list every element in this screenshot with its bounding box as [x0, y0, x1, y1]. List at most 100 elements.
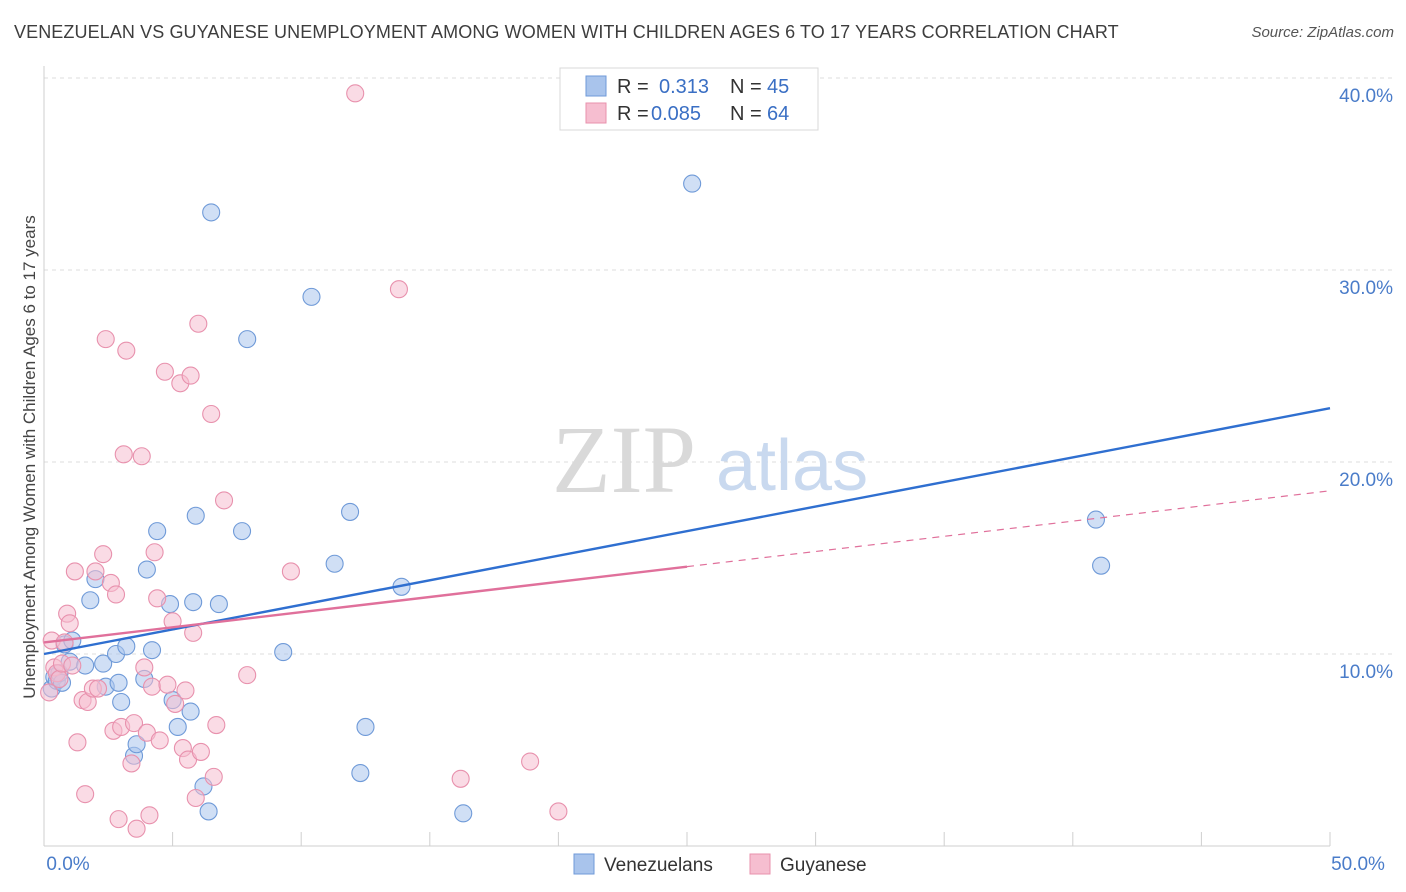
point-guyanese-36	[148, 589, 167, 608]
point-guyanese-54	[214, 491, 234, 510]
watermark-zip: ZIP	[552, 406, 696, 513]
point-venezuelans-38	[341, 502, 360, 521]
stats-legend-r-value-guyanese: 0.085	[651, 103, 701, 125]
point-guyanese-41	[166, 694, 185, 713]
point-guyanese-23	[109, 810, 128, 829]
y-tick-label-2: 30.0%	[1339, 278, 1393, 299]
gridlines	[44, 77, 1392, 655]
stats-legend-n-value-venezuelans: 45	[767, 76, 789, 98]
point-guyanese-35	[145, 543, 164, 562]
point-guyanese-31	[135, 658, 154, 677]
point-guyanese-33	[140, 806, 159, 825]
trend-line-venezuelans	[43, 407, 1331, 656]
stats-legend-n-label-guyanese: N =	[730, 103, 762, 125]
point-venezuelans-26	[181, 702, 200, 721]
point-guyanese-57	[346, 84, 365, 103]
point-guyanese-51	[202, 404, 221, 424]
point-guyanese-13	[76, 785, 95, 804]
point-guyanese-48	[186, 788, 205, 808]
point-venezuelans-40	[356, 717, 375, 737]
point-guyanese-34	[142, 677, 162, 696]
point-guyanese-18	[94, 545, 113, 564]
watermark-atlas: atlas	[716, 426, 868, 506]
y-axis-label: Unemployment Among Women with Children A…	[20, 215, 39, 699]
point-guyanese-49	[189, 314, 208, 333]
chart-title: VENEZUELAN VS GUYANESE UNEMPLOYMENT AMON…	[14, 22, 1119, 42]
point-venezuelans-27	[184, 593, 203, 612]
point-guyanese-26	[117, 341, 136, 360]
point-guyanese-52	[204, 767, 223, 786]
stats-legend-n-value-guyanese: 64	[767, 103, 789, 125]
y-tick-labels: 10.0% 20.0% 30.0% 40.0%	[1339, 86, 1393, 683]
point-guyanese-9	[63, 656, 82, 675]
stats-legend-swatch-venezuelans	[585, 75, 607, 97]
legend-swatch-venezuelans	[573, 853, 595, 875]
point-venezuelans-20	[137, 560, 156, 579]
point-venezuelans-22	[148, 522, 167, 541]
stats-legend-swatch-guyanese	[585, 102, 607, 124]
point-venezuelans-42	[454, 804, 473, 823]
point-venezuelans-11	[94, 654, 113, 673]
point-guyanese-10	[65, 562, 84, 581]
stats-legend: R = 0.313 N = 45 R = 0.085 N = 64	[559, 67, 819, 131]
point-guyanese-37	[150, 731, 169, 750]
point-venezuelans-45	[1092, 556, 1111, 575]
point-guyanese-25	[114, 445, 133, 464]
point-guyanese-58	[389, 280, 408, 299]
point-venezuelans-14	[109, 673, 128, 692]
watermark: ZIP atlas	[552, 406, 868, 513]
point-guyanese-28	[124, 714, 144, 733]
point-guyanese-0	[40, 683, 59, 702]
point-venezuelans-31	[202, 203, 221, 222]
point-guyanese-16	[86, 562, 105, 581]
point-guyanese-53	[207, 715, 226, 735]
source-credit: Source: ZipAtlas.com	[1251, 24, 1394, 41]
point-venezuelans-34	[238, 330, 257, 349]
point-venezuelans-28	[186, 506, 205, 525]
point-guyanese-22	[106, 585, 126, 604]
point-venezuelans-33	[232, 522, 252, 541]
y-tick-label-0: 10.0%	[1339, 662, 1393, 683]
stats-legend-r-value-venezuelans: 0.313	[659, 76, 709, 98]
trend-line-guyanese	[43, 565, 688, 644]
point-venezuelans-21	[142, 641, 162, 660]
point-venezuelans-25	[168, 717, 187, 737]
point-guyanese-38	[155, 362, 174, 381]
point-guyanese-17	[88, 679, 108, 698]
trend-line-extension-guyanese	[686, 490, 1331, 568]
stats-legend-r-label-venezuelans: R =	[617, 76, 649, 98]
trend-lines	[43, 407, 1331, 656]
point-guyanese-44	[176, 681, 195, 700]
y-tick-label-1: 20.0%	[1339, 470, 1393, 491]
x-tick-min: 0.0%	[46, 854, 89, 875]
series-legend: Venezuelans Guyanese	[573, 853, 867, 876]
point-guyanese-19	[96, 330, 115, 349]
point-venezuelans-32	[209, 595, 228, 614]
point-guyanese-4	[50, 669, 69, 689]
stats-legend-r-label-guyanese: R =	[617, 103, 649, 125]
series-points-guyanese	[40, 84, 568, 838]
axes	[43, 66, 1331, 847]
point-venezuelans-9	[81, 591, 100, 610]
point-guyanese-50	[191, 742, 210, 761]
legend-label-guyanese: Guyanese	[780, 855, 867, 876]
point-venezuelans-15	[112, 692, 131, 712]
data-points	[40, 84, 1111, 838]
point-guyanese-8	[60, 614, 79, 633]
point-guyanese-56	[281, 562, 300, 581]
point-venezuelans-36	[302, 287, 321, 306]
point-venezuelans-30	[199, 802, 218, 821]
point-venezuelans-18	[127, 735, 146, 754]
point-guyanese-46	[181, 366, 200, 385]
point-guyanese-55	[238, 666, 257, 685]
point-guyanese-29	[127, 819, 146, 838]
point-venezuelans-39	[351, 763, 370, 783]
point-venezuelans-37	[325, 554, 344, 573]
legend-swatch-guyanese	[749, 853, 771, 875]
point-guyanese-30	[132, 447, 151, 466]
point-guyanese-59	[451, 769, 470, 788]
point-guyanese-11	[68, 733, 87, 752]
point-venezuelans-43	[683, 174, 702, 193]
point-guyanese-60	[521, 752, 540, 771]
